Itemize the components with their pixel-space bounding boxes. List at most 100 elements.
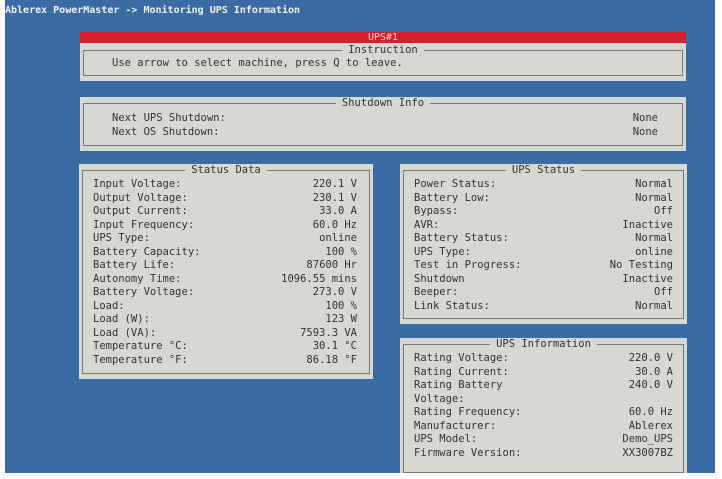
status-data-value: 100 % (325, 299, 357, 312)
status-data-row: Battery Capacity: 100 % (93, 246, 357, 260)
instruction-text: Use arrow to select machine, press Q to … (112, 57, 403, 69)
status-data-row: Output Voltage: 230.1 V (93, 192, 357, 206)
ups-status-value: Normal (635, 232, 673, 244)
ups-status-value: Normal (635, 191, 673, 204)
status-data-value: 220.1 V (312, 178, 357, 190)
status-data-value: 86.18 °F (306, 353, 357, 366)
shutdown-info-label: Next UPS Shutdown: (112, 112, 226, 124)
ups-information-row: Rating Current: 30.0 A (414, 366, 673, 380)
status-data-row: Battery Life: 87600 Hr (93, 259, 357, 273)
ups-status-label: AVR: (414, 218, 440, 231)
status-data-value: 1096.55 mins (281, 272, 357, 285)
status-data-value: 230.1 V (312, 191, 357, 204)
ups-status-title: UPS Status (505, 164, 582, 176)
ups-information-value: 220.0 V (628, 352, 673, 364)
ups-information-title: UPS Information (490, 338, 597, 350)
ups-status-label: Battery Low: (414, 191, 490, 204)
status-data-row: Input Frequency: 60.0 Hz (93, 219, 357, 233)
ups-status-row: Battery Low: Normal (414, 192, 673, 206)
ups-information-label: Firmware Version: (414, 446, 522, 459)
status-data-label: UPS Type: (93, 232, 150, 244)
status-data-row: Temperature °F: 86.18 °F (93, 354, 357, 368)
status-data-row: Load (W): 123 W (93, 313, 357, 327)
ups-status-row: Battery Status: Normal (414, 232, 673, 246)
ups-information-row: Rating Frequency: 60.0 Hz (414, 406, 673, 420)
ups-status-row: Shutdown Inactive (414, 273, 673, 287)
ups-status-label: Link Status: (414, 299, 490, 312)
status-data-row: Temperature °C: 30.1 °C (93, 340, 357, 354)
ups-information-value: 240.0 V (628, 379, 673, 391)
ups-status-value: Off (654, 205, 673, 217)
status-data-row: UPS Type: online (93, 232, 357, 246)
ups-status-row: Beeper: Off (414, 286, 673, 300)
ups-status-label: Shutdown (414, 272, 465, 285)
ups-information-label: Rating Current: (414, 365, 509, 378)
instruction-title: Instruction (342, 44, 424, 56)
status-data-title: Status Data (185, 164, 267, 176)
ups-status-label: Power Status: (414, 178, 497, 190)
ups-information-value: Demo_UPS (622, 433, 673, 445)
status-data-value: 100 % (325, 245, 357, 258)
ups-information-row: Manufacturer: Ablerex (414, 420, 673, 434)
ups-status-value: Inactive (622, 218, 673, 231)
ups-status-label: Battery Status: (414, 232, 509, 244)
ups-information-value: 30.0 A (635, 365, 673, 378)
ups-status-panel: UPS Status Power Status: Normal Battery Lo… (400, 164, 687, 324)
ups-status-label: UPS Type: (414, 245, 471, 258)
status-data-value: 123 W (325, 313, 357, 325)
ups-status-row: Power Status: Normal (414, 178, 673, 192)
ups-information-label: Voltage: (414, 392, 465, 405)
machine-tab-ups1[interactable]: UPS#1 (80, 32, 686, 43)
ups-status-row: Link Status: Normal (414, 300, 673, 314)
ups-information-row: Voltage: (414, 393, 673, 407)
app-title: Ablerex PowerMaster -> Monitoring UPS In… (5, 5, 301, 16)
ups-status-row: Bypass: Off (414, 205, 673, 219)
ups-status-value: No Testing (609, 259, 673, 271)
terminal-screen: Ablerex PowerMaster -> Monitoring UPS In… (5, 0, 715, 473)
status-data-label: Input Frequency: (93, 218, 195, 231)
status-data-value: 30.1 °C (312, 340, 357, 352)
status-data-label: Autonomy Time: (93, 272, 182, 285)
status-data-row: Load (VA): 7593.3 VA (93, 327, 357, 341)
ups-status-row: Test in Progress: No Testing (414, 259, 673, 273)
ups-information-label: Manufacturer: (414, 419, 497, 432)
status-data-row: Output Current: 33.0 A (93, 205, 357, 219)
status-data-label: Input Voltage: (93, 178, 182, 190)
shutdown-info-value: None (632, 112, 658, 124)
ups-status-row: UPS Type: online (414, 246, 673, 260)
status-data-label: Load (W): (93, 313, 150, 325)
status-data-value: 87600 Hr (306, 259, 357, 271)
status-data-value: 33.0 A (319, 205, 357, 217)
ups-information-value: 60.0 Hz (628, 406, 673, 418)
status-data-value: 273.0 V (312, 286, 357, 298)
ups-information-value: Ablerex (628, 419, 673, 432)
status-data-value: 7593.3 VA (300, 326, 357, 339)
status-data-label: Battery Voltage: (93, 286, 195, 298)
shutdown-info-title: Shutdown Info (335, 97, 431, 109)
ups-status-label: Test in Progress: (414, 259, 522, 271)
status-data-row: Battery Voltage: 273.0 V (93, 286, 357, 300)
shutdown-info-label: Next OS Shutdown: (112, 125, 220, 138)
status-data-row: Input Voltage: 220.1 V (93, 178, 357, 192)
status-data-value: 60.0 Hz (312, 218, 357, 231)
shutdown-info-row: Next OS Shutdown: None (112, 126, 658, 140)
ups-information-panel: UPS Information Rating Voltage: 220.0 V Ra… (400, 338, 687, 473)
ups-status-value: Normal (635, 178, 673, 190)
ups-information-value: XX3007BZ (622, 446, 673, 459)
status-data-label: Battery Capacity: (93, 245, 201, 258)
ups-status-value: online (635, 245, 673, 258)
shutdown-info-row: Next UPS Shutdown: None (112, 112, 658, 126)
status-data-label: Load: (93, 299, 125, 312)
ups-status-row: AVR: Inactive (414, 219, 673, 233)
ups-information-row: Firmware Version: XX3007BZ (414, 447, 673, 461)
ups-status-label: Beeper: (414, 286, 459, 298)
status-data-value: online (319, 232, 357, 244)
status-data-label: Temperature °F: (93, 353, 188, 366)
ups-status-value: Off (654, 286, 673, 298)
ups-status-value: Normal (635, 299, 673, 312)
status-data-label: Temperature °C: (93, 340, 188, 352)
ups-information-row: Rating Battery 240.0 V (414, 379, 673, 393)
ups-information-row: UPS Model: Demo_UPS (414, 433, 673, 447)
ups-status-label: Bypass: (414, 205, 459, 217)
ups-information-label: Rating Frequency: (414, 406, 522, 418)
